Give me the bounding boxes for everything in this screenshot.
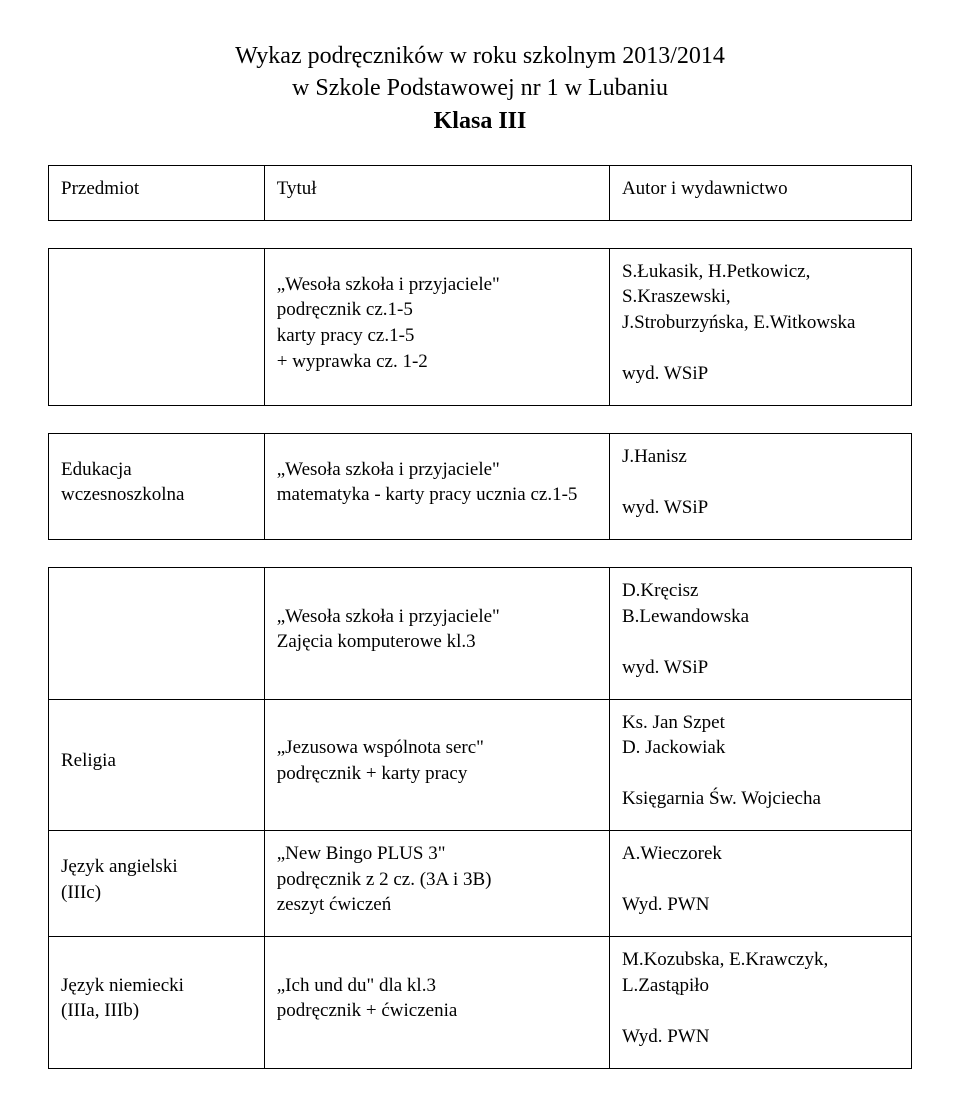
cell-author: Ks. Jan SzpetD. Jackowiak Księgarnia Św.… bbox=[609, 699, 911, 831]
table-row: „Wesoła szkoła i przyjaciele"Zajęcia kom… bbox=[49, 567, 912, 699]
cell-subject: Język angielski(IIIc) bbox=[49, 831, 265, 937]
cell-subject bbox=[49, 248, 265, 405]
table-row: Język niemiecki(IIIa, IIIb) „Ich und du"… bbox=[49, 936, 912, 1068]
header-line-1: Wykaz podręczników w roku szkolnym 2013/… bbox=[48, 40, 912, 72]
cell-subject: Język niemiecki(IIIa, IIIb) bbox=[49, 936, 265, 1068]
textbook-table: Przedmiot Tytuł Autor i wydawnictwo „Wes… bbox=[48, 165, 912, 1068]
header-class: Klasa III bbox=[48, 105, 912, 137]
table-row: „Wesoła szkoła i przyjaciele"podręcznik … bbox=[49, 248, 912, 405]
table-row: Język angielski(IIIc) „New Bingo PLUS 3"… bbox=[49, 831, 912, 937]
spacer-row bbox=[49, 220, 912, 248]
spacer-row bbox=[49, 539, 912, 567]
cell-title: „Wesoła szkoła i przyjaciele"Zajęcia kom… bbox=[264, 567, 609, 699]
header-line-2: w Szkole Podstawowej nr 1 w Lubaniu bbox=[48, 72, 912, 104]
col-header-title: Tytuł bbox=[264, 166, 609, 221]
spacer-row bbox=[49, 406, 912, 434]
col-header-author: Autor i wydawnictwo bbox=[609, 166, 911, 221]
cell-title: „New Bingo PLUS 3"podręcznik z 2 cz. (3A… bbox=[264, 831, 609, 937]
cell-title: „Jezusowa wspólnota serc"podręcznik + ka… bbox=[264, 699, 609, 831]
cell-author: J.Hanisz wyd. WSiP bbox=[609, 434, 911, 540]
table-row: Edukacjawczesnoszkolna „Wesoła szkoła i … bbox=[49, 434, 912, 540]
cell-subject bbox=[49, 567, 265, 699]
cell-title: „Wesoła szkoła i przyjaciele"podręcznik … bbox=[264, 248, 609, 405]
col-header-subject: Przedmiot bbox=[49, 166, 265, 221]
table-row: Religia „Jezusowa wspólnota serc"podręcz… bbox=[49, 699, 912, 831]
cell-author: S.Łukasik, H.Petkowicz,S.Kraszewski,J.St… bbox=[609, 248, 911, 405]
table-header-row: Przedmiot Tytuł Autor i wydawnictwo bbox=[49, 166, 912, 221]
cell-title: „Wesoła szkoła i przyjaciele"matematyka … bbox=[264, 434, 609, 540]
cell-title: „Ich und du" dla kl.3podręcznik + ćwicze… bbox=[264, 936, 609, 1068]
cell-author: D.KręciszB.Lewandowska wyd. WSiP bbox=[609, 567, 911, 699]
cell-subject: Religia bbox=[49, 699, 265, 831]
document-header: Wykaz podręczników w roku szkolnym 2013/… bbox=[48, 40, 912, 137]
cell-author: M.Kozubska, E.Krawczyk,L.Zastąpiło Wyd. … bbox=[609, 936, 911, 1068]
cell-author: A.Wieczorek Wyd. PWN bbox=[609, 831, 911, 937]
cell-subject: Edukacjawczesnoszkolna bbox=[49, 434, 265, 540]
